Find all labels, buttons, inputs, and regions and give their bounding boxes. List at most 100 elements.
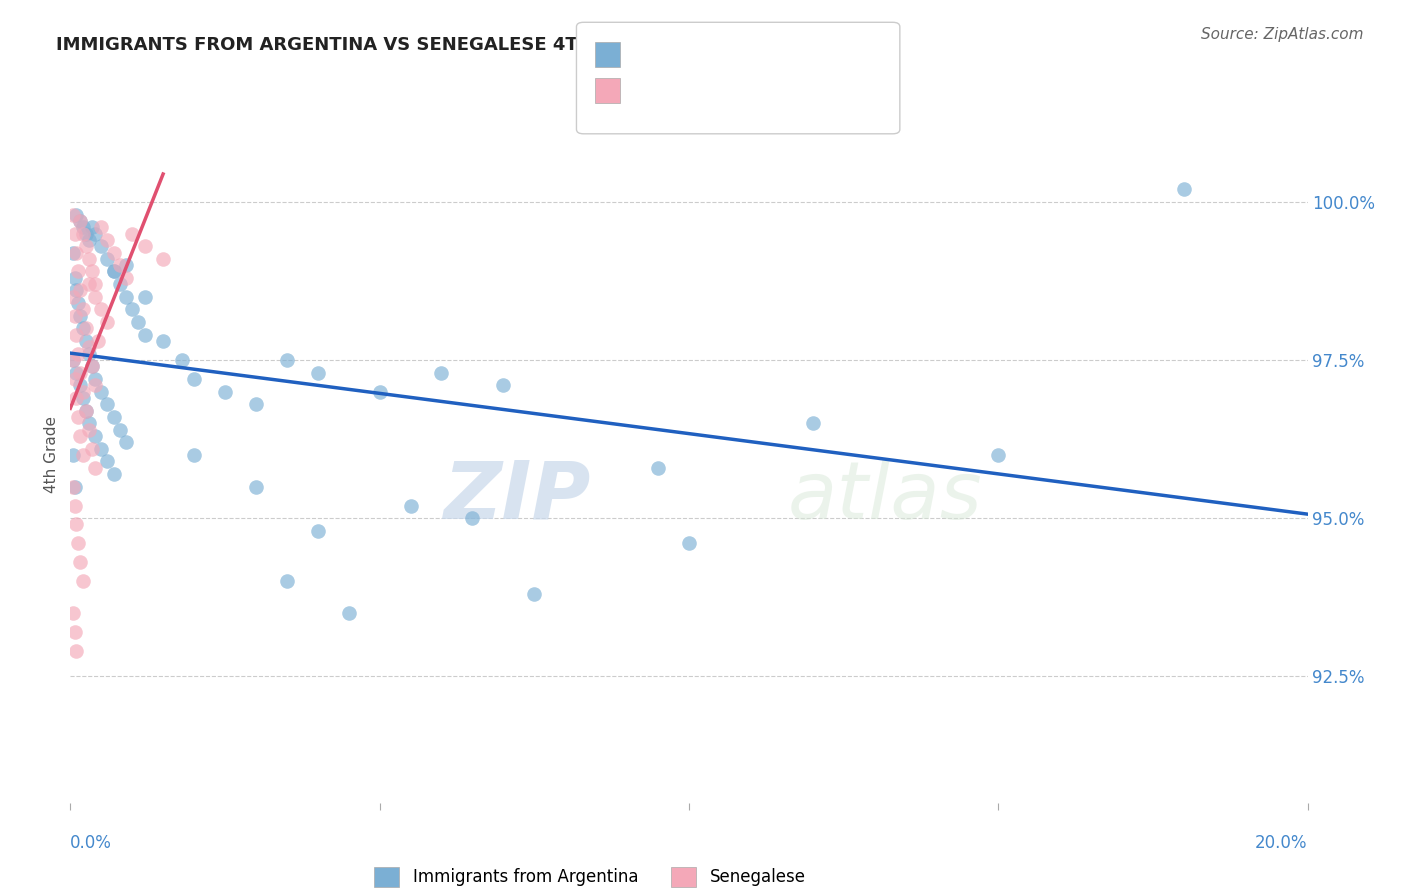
Point [80,220,103,235]
Point [461,511,484,525]
Point [307,366,329,380]
Point [152,334,174,348]
Point [84,429,107,443]
Point [84,290,107,304]
Text: 20.0%: 20.0% [1256,834,1308,852]
Point [121,227,143,241]
Point [75,321,97,335]
Point [399,499,422,513]
Point [65,284,87,298]
Point [987,448,1010,462]
Point [90,239,112,253]
Point [65,366,87,380]
Point [65,327,87,342]
Point [245,479,267,493]
Point [134,239,156,253]
Point [430,366,453,380]
Point [84,460,107,475]
Text: R = 0.288    N = 68: R = 0.288 N = 68 [628,50,804,68]
Point [66,347,89,361]
Point [69,309,91,323]
Point [80,264,103,278]
Y-axis label: 4th Grade: 4th Grade [44,417,59,493]
Text: R = 0.473    N = 54: R = 0.473 N = 54 [628,86,806,103]
Point [90,220,112,235]
Point [65,270,87,285]
Text: IMMIGRANTS FROM ARGENTINA VS SENEGALESE 4TH GRADE CORRELATION CHART: IMMIGRANTS FROM ARGENTINA VS SENEGALESE … [56,36,890,54]
Point [90,302,112,317]
Point [134,327,156,342]
Point [62,353,84,368]
Point [65,499,87,513]
Point [103,467,125,481]
Point [96,397,118,411]
Point [801,417,824,431]
Point [84,372,107,386]
Point [647,460,669,475]
Point [62,479,84,493]
Point [80,359,103,374]
Text: 0.0%: 0.0% [70,834,112,852]
Point [72,220,94,235]
Point [103,264,125,278]
Point [127,315,149,329]
Point [307,524,329,538]
Point [276,353,298,368]
Point [115,258,138,272]
Point [75,227,97,241]
Point [75,403,97,417]
Point [183,448,205,462]
Point [103,245,125,260]
Point [492,378,515,392]
Point [65,372,87,386]
Point [96,233,118,247]
Point [72,227,94,241]
Point [678,536,700,550]
Point [72,302,94,317]
Point [245,397,267,411]
Point [108,277,131,292]
Point [65,227,87,241]
Point [77,277,100,292]
Point [96,454,118,468]
Point [84,227,107,241]
Point [65,644,87,658]
Point [65,517,87,532]
Point [65,309,87,323]
Point [1173,182,1195,196]
Point [69,378,91,392]
Point [65,245,87,260]
Point [214,384,236,399]
Point [183,372,205,386]
Point [75,239,97,253]
Point [87,334,110,348]
Point [115,270,138,285]
Point [90,384,112,399]
Point [368,384,391,399]
Point [65,625,87,640]
Point [96,315,118,329]
Text: atlas: atlas [787,458,983,536]
Point [80,359,103,374]
Point [65,208,87,222]
Point [72,448,94,462]
Point [77,417,100,431]
Point [75,334,97,348]
Legend: Immigrants from Argentina, Senegalese: Immigrants from Argentina, Senegalese [367,860,813,892]
Point [62,353,84,368]
Point [69,556,91,570]
Point [276,574,298,589]
Point [72,574,94,589]
Point [75,403,97,417]
Point [77,233,100,247]
Point [65,479,87,493]
Point [66,409,89,424]
Point [72,391,94,405]
Point [77,340,100,354]
Point [65,391,87,405]
Point [108,258,131,272]
Point [72,321,94,335]
Point [62,290,84,304]
Point [72,384,94,399]
Point [62,448,84,462]
